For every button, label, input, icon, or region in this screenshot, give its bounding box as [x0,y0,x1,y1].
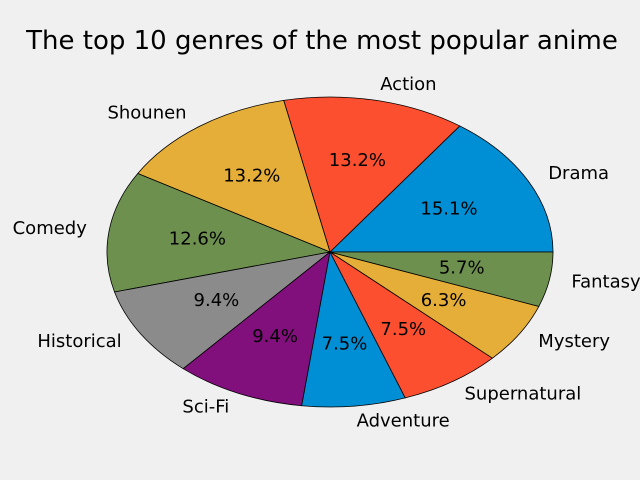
category-label-historical: Historical [37,331,121,352]
category-label-drama: Drama [548,163,609,184]
pie-slices [106,96,554,408]
category-labels: Drama Action Shounen Comedy Historical Sci-Fi… [13,74,640,431]
pie-slice-fantasy [329,251,554,307]
category-label-comedy: Comedy [13,218,88,239]
percentage-label-supernatural: 7.5% [380,319,426,340]
category-label-action: Action [380,74,436,95]
percentage-label-fantasy: 5.7% [439,258,485,279]
category-label-shounen: Shounen [107,103,186,124]
pie-slice-historical [114,251,331,370]
category-label-fantasy: Fantasy [571,271,640,292]
pie-slice-comedy [106,172,332,293]
percentage-label-action: 13.2% [329,150,386,171]
percentage-labels: 15.1% 13.2% 13.2% 12.6% 9.4% 9.4% 7.5% 7.5% 6.3%… [169,150,485,355]
percentage-label-historical: 9.4% [194,290,240,311]
pie-slice-shounen [137,99,331,253]
percentage-label-comedy: 12.6% [169,229,226,250]
percentage-label-mystery: 6.3% [421,290,467,311]
pie-slice-adventure [301,250,406,408]
pie-slice-drama [329,125,554,253]
percentage-label-drama: 15.1% [420,199,477,220]
percentage-label-adventure: 7.5% [322,334,368,355]
pie-slice-action [283,96,461,253]
pie-slice-supernatural [328,250,494,399]
category-label-adventure: Adventure [357,411,450,432]
pie-slice-sci-fi [182,251,331,407]
category-label-mystery: Mystery [538,331,610,352]
percentage-label-sci-fi: 9.4% [252,326,298,347]
percentage-label-shounen: 13.2% [223,166,280,187]
chart-title: The top 10 genres of the most popular an… [25,26,618,56]
category-label-sci-fi: Sci-Fi [182,397,229,418]
category-label-supernatural: Supernatural [465,384,582,405]
